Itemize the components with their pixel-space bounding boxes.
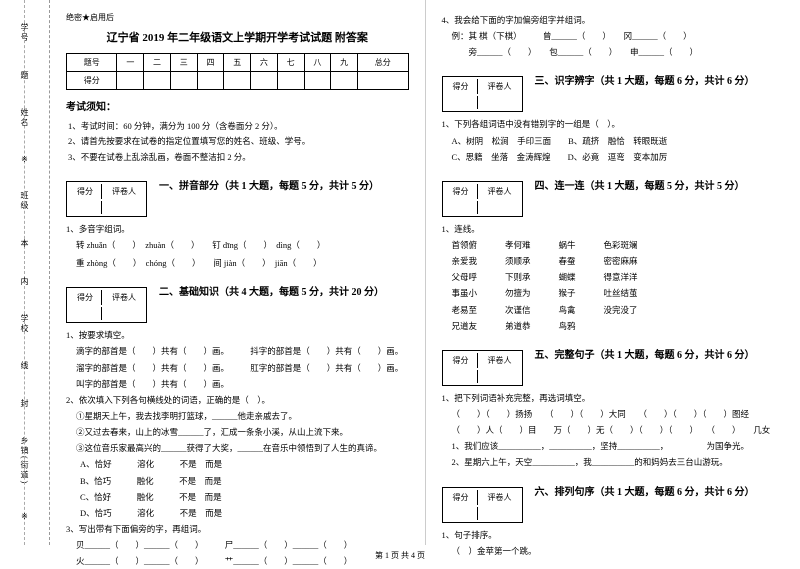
sidebar-marker: 题 bbox=[21, 70, 29, 81]
q-text: 1、下列各组词语中没有错别字的一组是（ ）。 bbox=[442, 116, 785, 132]
sidebar-marker: 本 bbox=[21, 238, 29, 249]
matching-columns: 首领俯亲爱我父母呼事虽小老易至兄道友 孝何难须顺承下则承勿擅为次谨信弟道恭 蜗牛… bbox=[442, 237, 785, 334]
sidebar-marker: ※ bbox=[21, 512, 28, 521]
sidebar-marker: 封 bbox=[21, 398, 29, 409]
secret-label: 绝密★启用后 bbox=[66, 12, 409, 23]
section-5-title: 五、完整句子（共 1 大题，每题 6 分，共计 6 分） bbox=[535, 346, 755, 361]
scorer-box: 得分评卷人 bbox=[442, 76, 523, 112]
q-text: 3、写出带有下面偏旁的字，再组词。 bbox=[66, 521, 409, 537]
th: 三 bbox=[170, 54, 197, 72]
page-footer: 第 1 页 共 4 页 bbox=[0, 550, 800, 561]
notice-heading: 考试须知： bbox=[66, 98, 409, 113]
section-2-title: 二、基础知识（共 4 大题，每题 5 分，共计 20 分） bbox=[159, 283, 384, 298]
sidebar-marker: ※ bbox=[21, 155, 28, 164]
th: 五 bbox=[224, 54, 251, 72]
q-text: 4、我会给下面的字加偏旁组字并组词。 bbox=[442, 12, 785, 28]
q-text: 2、依次填入下列各句横线处的词语，正确的是（ ）。 bbox=[66, 392, 409, 408]
sidebar-marker: 内 bbox=[21, 276, 29, 287]
exam-title: 辽宁省 2019 年二年级语文上学期开学考试试题 附答案 bbox=[66, 29, 409, 45]
scorer-box: 得分评卷人 bbox=[442, 487, 523, 523]
section-1-title: 一、拼音部分（共 1 大题，每题 5 分，共计 5 分） bbox=[159, 177, 379, 192]
binding-sidebar: 学号 题 姓名 ※ 班级 本 内 学校 线 封 乡镇(街道) ※ bbox=[0, 0, 50, 545]
scorer-box: 得分评卷人 bbox=[442, 181, 523, 217]
scorer-box: 得分评卷人 bbox=[66, 181, 147, 217]
notice-item: 1、考试时间：60 分钟，满分为 100 分（含卷面分 2 分）。 bbox=[68, 119, 409, 134]
th: 四 bbox=[197, 54, 224, 72]
section-6-title: 六、排列句序（共 1 大题，每题 6 分，共计 6 分） bbox=[535, 483, 755, 498]
section-4-title: 四、连一连（共 1 大题，每题 5 分，共计 5 分） bbox=[535, 177, 745, 192]
right-column: 4、我会给下面的字加偏旁组字并组词。 例：其 棋（下棋） 曾______（ ） … bbox=[426, 0, 800, 545]
notice-item: 3、不要在试卷上乱涂乱画，卷面不整洁扣 2 分。 bbox=[68, 150, 409, 165]
q-text: 1、连线。 bbox=[442, 221, 785, 237]
th: 七 bbox=[277, 54, 304, 72]
scorer-box: 得分评卷人 bbox=[442, 350, 523, 386]
td: 得分 bbox=[67, 72, 117, 90]
th: 九 bbox=[331, 54, 358, 72]
th: 题号 bbox=[67, 54, 117, 72]
sidebar-marker: 线 bbox=[21, 360, 29, 371]
th: 总分 bbox=[357, 54, 408, 72]
notice-item: 2、请首先按要求在试卷的指定位置填写您的姓名、班级、学号。 bbox=[68, 134, 409, 149]
score-table: 题号 一 二 三 四 五 六 七 八 九 总分 得分 bbox=[66, 53, 409, 90]
th: 一 bbox=[117, 54, 144, 72]
left-column: 绝密★启用后 辽宁省 2019 年二年级语文上学期开学考试试题 附答案 题号 一… bbox=[50, 0, 426, 545]
q-text: 1、句子排序。 bbox=[442, 527, 785, 543]
th: 二 bbox=[144, 54, 171, 72]
q-text: 1、按要求填空。 bbox=[66, 327, 409, 343]
q-text: 1、多音字组词。 bbox=[66, 221, 409, 237]
section-3-title: 三、识字辨字（共 1 大题，每题 6 分，共计 6 分） bbox=[535, 72, 755, 87]
q-text: 1、把下列词语补充完整，再选词填空。 bbox=[442, 390, 785, 406]
th: 八 bbox=[304, 54, 331, 72]
th: 六 bbox=[251, 54, 278, 72]
scorer-box: 得分评卷人 bbox=[66, 287, 147, 323]
